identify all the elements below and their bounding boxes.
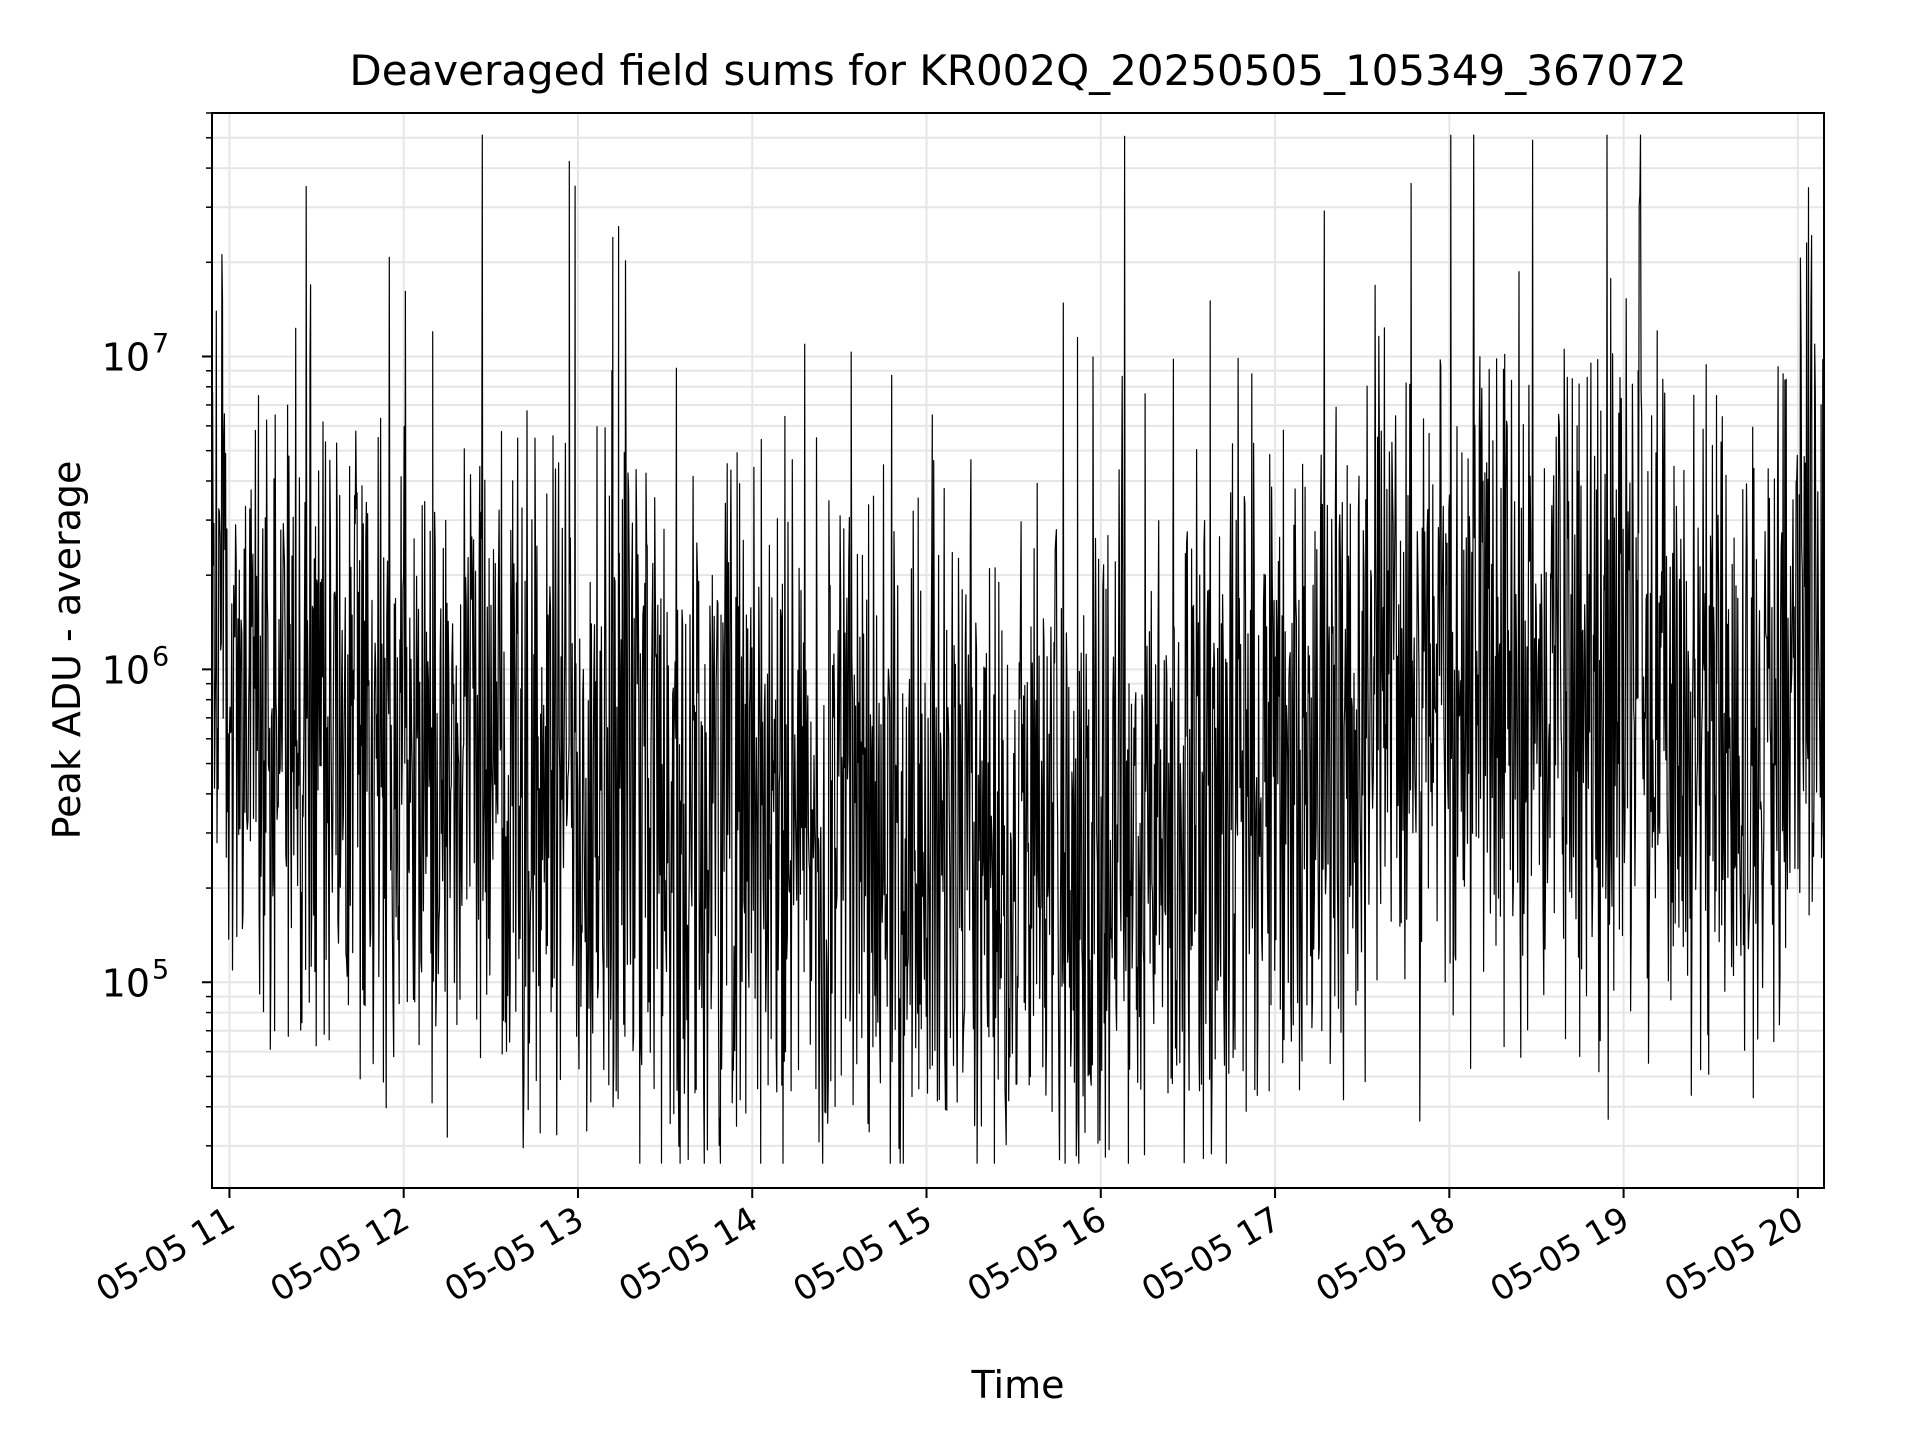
series-line: [211, 134, 1825, 1164]
y-tick-label: 10: [102, 648, 150, 692]
chart-title: Deaveraged field sums for KR002Q_2025050…: [349, 46, 1686, 95]
y-tick-exponent: 5: [152, 954, 169, 985]
y-tick-exponent: 6: [152, 641, 169, 672]
x-axis-label: Time: [971, 1363, 1065, 1407]
plot-frame: [211, 112, 1825, 1189]
y-tick-label: 10: [102, 961, 150, 1005]
y-axis-label: Peak ADU - average: [45, 461, 89, 840]
y-tick-exponent: 7: [152, 328, 169, 359]
series-line-group: [211, 134, 1825, 1164]
y-tick-label: 10: [102, 335, 150, 379]
